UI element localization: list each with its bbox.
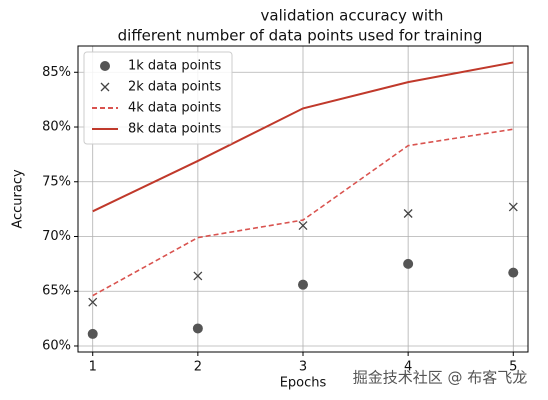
x-tick-label: 1	[89, 360, 97, 375]
plot-frame	[77, 45, 529, 353]
legend-label: 4k data points	[128, 101, 221, 116]
x-tick-label: 2	[194, 360, 202, 375]
y-tick-label: 65%	[42, 284, 71, 299]
y-tick-label: 70%	[42, 229, 71, 244]
x-tick-label: 4	[404, 360, 412, 375]
point	[298, 221, 308, 231]
x-tick-label: 5	[509, 360, 517, 375]
series-line	[92, 61, 514, 213]
y-axis-label: Accuracy	[11, 169, 26, 229]
point	[403, 258, 414, 269]
x-axis-label: Epochs	[280, 376, 327, 391]
point	[508, 202, 518, 212]
chart-title: different number of data points used for…	[118, 27, 483, 45]
y-tick-label: 75%	[42, 174, 71, 189]
point	[193, 271, 203, 281]
legend-swatch	[100, 61, 110, 71]
y-tick-label: 85%	[42, 65, 71, 80]
point	[87, 328, 98, 339]
watermark: 掘金技术社区 @ 布客飞龙	[353, 369, 528, 387]
y-tick-label: 80%	[42, 120, 71, 135]
x-tick-label: 3	[299, 360, 307, 375]
point	[298, 279, 308, 290]
legend-label: 2k data points	[128, 80, 221, 95]
legend-swatch	[100, 82, 110, 92]
series-line	[92, 128, 514, 297]
point	[88, 297, 98, 307]
point	[403, 209, 413, 218]
point	[508, 267, 519, 278]
chart-title: validation accuracy with	[261, 7, 444, 25]
legend-label: 1k data points	[128, 59, 221, 74]
legend-label: 8k data points	[128, 122, 221, 137]
legend-box	[83, 51, 233, 145]
y-tick-label: 60%	[42, 338, 71, 353]
point	[192, 323, 203, 334]
